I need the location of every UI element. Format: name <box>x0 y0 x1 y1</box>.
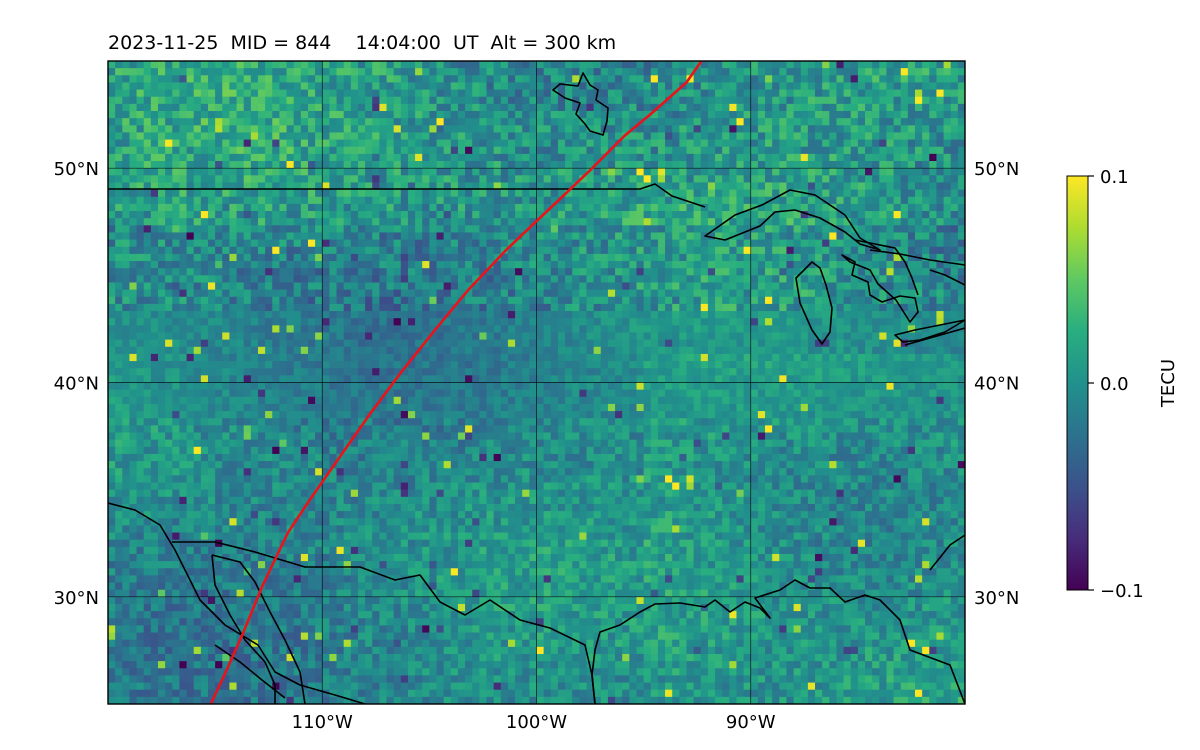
baja-peninsula <box>211 554 306 704</box>
lake-superior <box>704 189 881 251</box>
coastlines-and-borders <box>108 72 965 704</box>
lat-label-left: 40°N <box>54 374 99 395</box>
lon-label: 100°W <box>506 712 567 733</box>
lake-ontario <box>929 269 965 286</box>
florida-west-coast <box>929 534 965 571</box>
longitude-ticks: 110°W 100°W 90°W <box>292 712 776 733</box>
michigan-shore <box>854 239 919 296</box>
satellite-track <box>209 61 703 704</box>
lat-label-right: 50°N <box>974 159 1019 180</box>
hudson-bay-coast <box>552 72 609 136</box>
colorbar-tick-label: 0.1 <box>1100 167 1129 188</box>
lake-erie <box>894 319 965 343</box>
map-title: 2023-11-25 MID = 844 14:04:00 UT Alt = 3… <box>108 32 616 54</box>
lake-michigan <box>795 261 833 345</box>
colorbar-tick-label: −0.1 <box>1100 581 1144 602</box>
us-canada-border <box>108 183 706 208</box>
latitude-ticks-right: 50°N 40°N 30°N <box>974 159 1019 609</box>
colorbar-label: TECU <box>1158 359 1179 408</box>
mexico-west-coast <box>214 644 286 699</box>
lon-label: 110°W <box>292 712 353 733</box>
map-frame <box>107 60 966 705</box>
lake-huron <box>841 254 919 323</box>
lat-label-left: 30°N <box>54 588 99 609</box>
gridlines <box>108 61 965 704</box>
latitude-ticks-left: 50°N 40°N 30°N <box>54 159 99 609</box>
map-area <box>108 61 965 704</box>
great-lakes-shore-east <box>869 249 965 266</box>
pacific-coast-baja <box>108 502 366 704</box>
tec-field <box>108 61 965 704</box>
mexico-border <box>172 541 596 704</box>
lat-label-right: 40°N <box>974 374 1019 395</box>
lat-label-right: 30°N <box>974 588 1019 609</box>
colorbar: 0.1 0.0 −0.1 TECU <box>1066 167 1179 602</box>
colorbar-gradient <box>1066 175 1089 591</box>
gulf-coast-texas <box>591 579 965 704</box>
lake-erie-south-shore <box>904 327 965 346</box>
colorbar-tick-label: 0.0 <box>1100 374 1129 395</box>
lon-label: 90°W <box>726 712 776 733</box>
lat-label-left: 50°N <box>54 159 99 180</box>
colorbar-ticks: 0.1 0.0 −0.1 <box>1088 167 1144 602</box>
